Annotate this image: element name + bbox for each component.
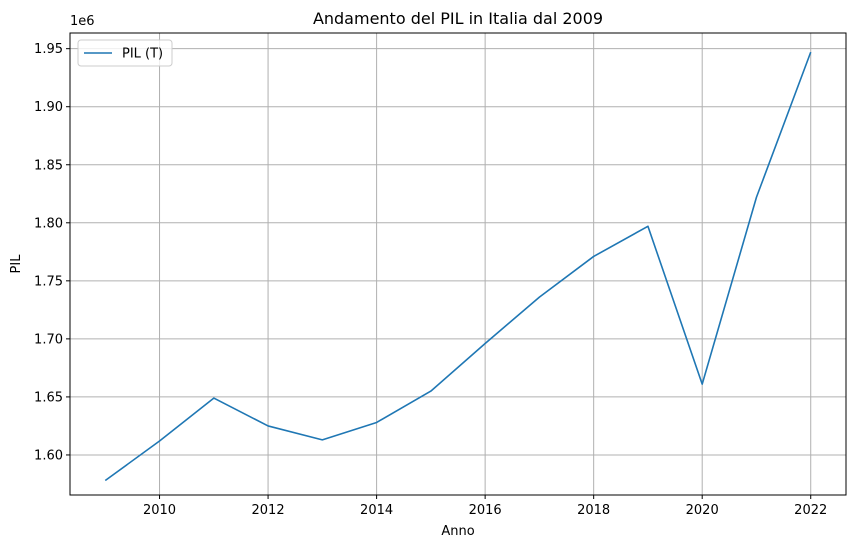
x-axis-label: Anno: [441, 524, 474, 539]
x-tick-label: 2012: [252, 503, 285, 518]
x-tick-label: 2022: [794, 503, 827, 518]
legend: PIL (T): [77, 39, 173, 67]
y-axis-label: PIL: [9, 254, 24, 274]
ticks: 2010 2012 2014 2016 2018 2020 2022 1.60 1.65 1.70…: [34, 42, 827, 518]
y-tick-label: 1.90: [34, 100, 63, 115]
chart-title: Andamento del PIL in Italia dal 2009: [313, 9, 603, 28]
y-tick-label: 1.95: [34, 42, 63, 57]
legend-label: PIL (T): [122, 47, 163, 62]
series-line: [104, 51, 812, 482]
x-tick-label: 2018: [577, 503, 610, 518]
y-axis-offset-text: 1e6: [70, 14, 95, 29]
x-tick-label: 2010: [143, 503, 176, 518]
x-tick-label: 2016: [469, 503, 502, 518]
y-tick-label: 1.65: [34, 390, 63, 405]
series-layer: [104, 51, 812, 482]
y-tick-label: 1.70: [34, 332, 63, 347]
x-tick-label: 2014: [360, 503, 393, 518]
grid: [70, 33, 846, 495]
y-tick-label: 1.75: [34, 274, 63, 289]
x-tick-label: 2020: [686, 503, 719, 518]
legend-box: [77, 39, 173, 67]
y-tick-label: 1.60: [34, 448, 63, 463]
plot-frame: [69, 32, 847, 496]
y-tick-label: 1.80: [34, 216, 63, 231]
y-tick-label: 1.85: [34, 158, 63, 173]
